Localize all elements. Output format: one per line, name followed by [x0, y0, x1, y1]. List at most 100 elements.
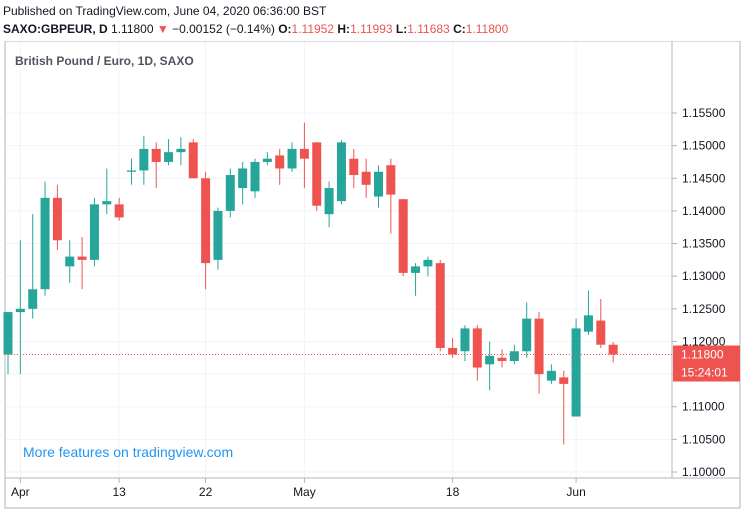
candle[interactable] [460, 325, 470, 362]
high-value: 1.11993 [350, 22, 393, 36]
candle[interactable] [250, 158, 260, 198]
candle[interactable] [213, 207, 223, 270]
candle-body [151, 148, 161, 162]
candle[interactable] [386, 158, 396, 234]
candle[interactable] [3, 312, 13, 375]
candle-body [374, 171, 383, 197]
ytick-label: 1.15000 [682, 139, 726, 153]
last-price-badge: 1.11800 15:24:01 [673, 345, 740, 382]
ytick-label: 1.13500 [682, 237, 726, 251]
promo-link[interactable]: More features on tradingview.com [23, 444, 233, 460]
candle-body [65, 256, 75, 267]
ytick-label: 1.14500 [682, 171, 726, 185]
time-axis[interactable]: Apr 13 22 May 18 Jun [11, 478, 586, 499]
candle[interactable] [608, 342, 618, 363]
candle[interactable] [188, 139, 198, 179]
candle[interactable] [89, 197, 99, 267]
candle[interactable] [411, 263, 421, 296]
last-price-label: 1.11800 [681, 348, 724, 362]
candle-body [201, 178, 211, 264]
low-label: L: [395, 22, 408, 36]
candle[interactable] [336, 140, 346, 205]
ytick-label: 1.10500 [682, 432, 726, 446]
candle-body [176, 148, 186, 153]
open-label: O: [278, 22, 292, 36]
candle[interactable] [546, 364, 556, 384]
candle-body [349, 158, 359, 176]
candle-body [114, 204, 124, 218]
high-label: H: [337, 22, 351, 36]
close-value: 1.11800 [465, 22, 509, 36]
candle-body [583, 315, 593, 332]
candle-body [188, 142, 198, 179]
candle[interactable] [361, 158, 371, 198]
xtick-label: 22 [199, 485, 213, 499]
candle[interactable] [559, 370, 569, 445]
candle[interactable] [596, 299, 606, 348]
candle[interactable] [28, 214, 38, 319]
candle[interactable] [509, 344, 519, 365]
candle[interactable] [52, 184, 62, 251]
candle[interactable] [583, 290, 593, 335]
candlestick-chart[interactable]: British Pound / Euro, 1D, SAXO 1.155001.… [0, 41, 745, 513]
price-axis[interactable]: 1.15500 1.15000 1.14500 1.14000 1.13500 1.130… [672, 106, 726, 479]
candle-body [509, 351, 519, 362]
candle[interactable] [139, 135, 149, 185]
ytick-label: 1.10000 [682, 465, 726, 479]
candle-body [522, 318, 532, 352]
last-price: 1.11800 [111, 22, 154, 36]
candle-body [324, 188, 334, 215]
candle[interactable] [151, 142, 161, 189]
candle-body [559, 377, 569, 384]
candle[interactable] [225, 168, 235, 218]
candle-body [534, 318, 544, 375]
candle[interactable] [472, 325, 482, 381]
candle[interactable] [571, 318, 581, 417]
quote-line: SAXO:GBPEUR, D 1.11800 ▼ −0.00152 (−0.14… [3, 22, 508, 36]
candle[interactable] [238, 161, 248, 205]
candles[interactable] [3, 122, 618, 445]
candle[interactable] [534, 312, 544, 394]
candle-body [102, 201, 112, 205]
candle-body [312, 142, 322, 206]
candle-body [472, 328, 482, 368]
ytick-label: 1.15500 [682, 106, 726, 120]
candle[interactable] [15, 240, 25, 375]
candle[interactable] [287, 142, 297, 172]
candle-body [15, 308, 25, 313]
candle[interactable] [262, 152, 272, 166]
candle[interactable] [324, 181, 334, 228]
candle[interactable] [299, 122, 309, 189]
candle-body [139, 148, 149, 171]
close-label: C: [453, 22, 466, 36]
xtick-label: Apr [11, 485, 30, 499]
candle[interactable] [423, 256, 433, 277]
candle[interactable] [114, 197, 124, 221]
candle[interactable] [201, 171, 211, 290]
chart-frame [4, 41, 741, 509]
candle-body [28, 289, 38, 309]
candle[interactable] [312, 142, 322, 211]
candle[interactable] [275, 148, 285, 185]
candle[interactable] [176, 137, 186, 166]
candle[interactable] [522, 302, 532, 358]
candle[interactable] [102, 168, 112, 215]
candle-body [571, 328, 581, 417]
ytick-label: 1.12500 [682, 302, 726, 316]
symbol-label: SAXO:GBPEUR, D [3, 22, 108, 36]
candle-body [40, 197, 50, 290]
candle[interactable] [65, 240, 75, 283]
candle[interactable] [40, 181, 50, 296]
candle[interactable] [485, 341, 495, 391]
candle[interactable] [374, 165, 383, 208]
candle-body [275, 155, 285, 169]
candle[interactable] [77, 237, 87, 290]
candle[interactable] [497, 349, 507, 368]
candle[interactable] [127, 158, 136, 185]
candle[interactable] [435, 259, 445, 352]
candle[interactable] [349, 148, 359, 189]
candle-body [398, 199, 408, 273]
candle[interactable] [398, 199, 408, 277]
candle[interactable] [164, 139, 174, 166]
candle-body [608, 344, 618, 355]
